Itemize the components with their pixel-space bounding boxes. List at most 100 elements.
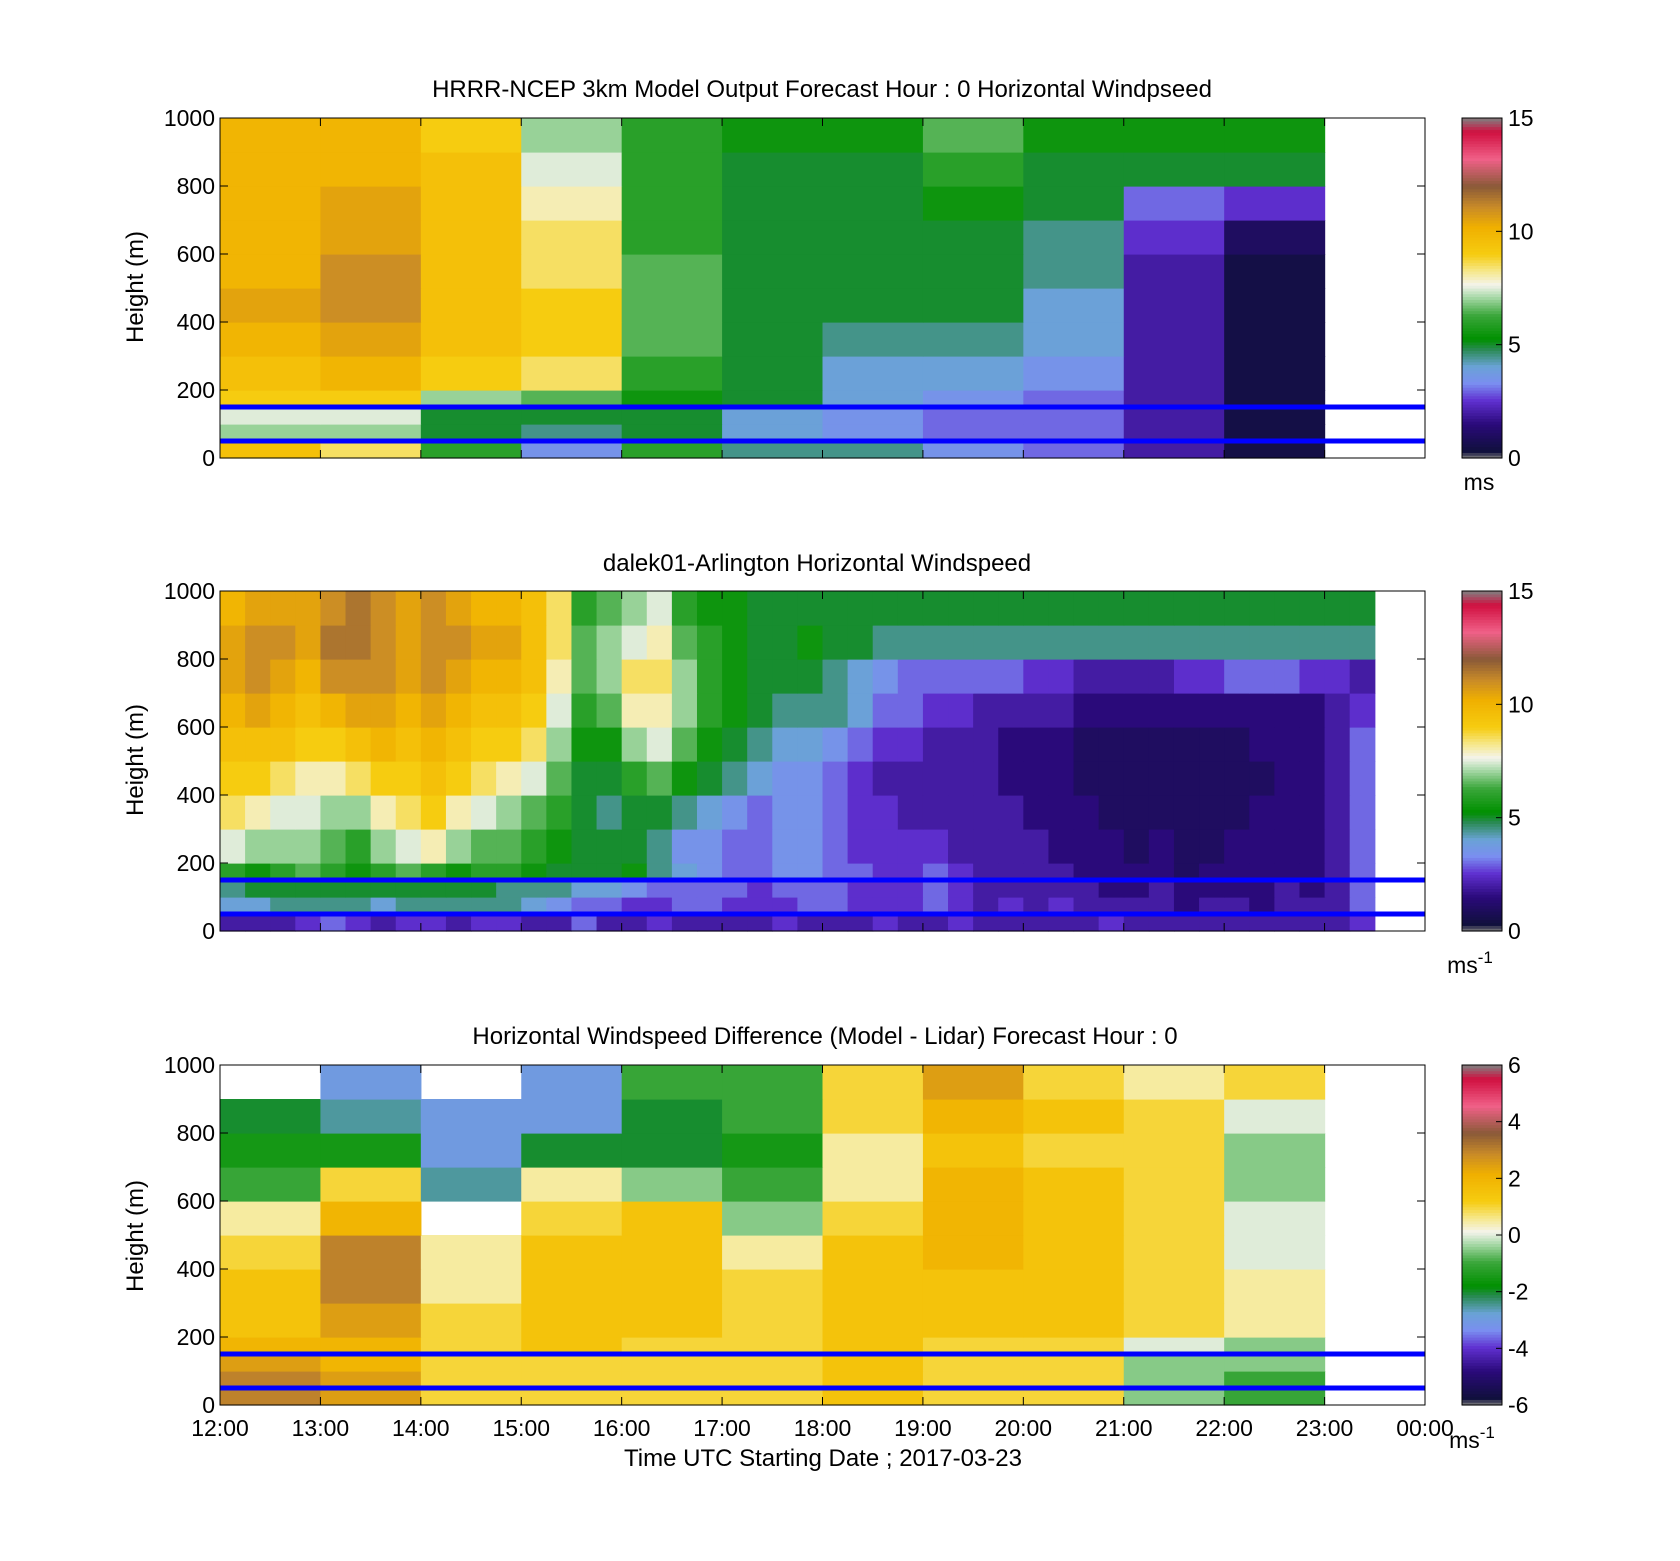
- colorbar-segment: [1462, 344, 1502, 349]
- heatmap-cell: [1224, 727, 1250, 762]
- heatmap-cell: [395, 897, 422, 915]
- colorbar-tick-label: 10: [1508, 218, 1534, 244]
- colorbar-segment: [1462, 1155, 1502, 1160]
- heatmap-cell: [270, 625, 296, 660]
- heatmap-cell: [496, 863, 522, 881]
- heatmap-cell: [420, 322, 522, 357]
- heatmap-cell: [245, 591, 271, 626]
- heatmap-cell: [420, 407, 522, 425]
- heatmap-cell: [998, 591, 1024, 626]
- colorbar-segment: [1462, 1362, 1502, 1366]
- heatmap-cell: [320, 390, 422, 408]
- heatmap-cell: [295, 863, 322, 881]
- heatmap-cell: [1123, 1371, 1225, 1389]
- heatmap-cell: [420, 220, 522, 255]
- heatmap-cell: [822, 761, 849, 796]
- colorbar-segment: [1462, 848, 1502, 853]
- heatmap-cell: [922, 322, 1024, 357]
- heatmap-cell: [1123, 424, 1225, 442]
- heatmap-cell: [320, 727, 347, 762]
- heatmap-cell: [245, 727, 271, 762]
- heatmap-cell: [220, 659, 246, 694]
- colorbar-segment: [1462, 1218, 1502, 1222]
- colorbar-segment: [1462, 1356, 1502, 1361]
- heatmap-cell: [445, 727, 472, 762]
- heatmap-cell: [722, 1099, 824, 1134]
- heatmap-cell: [1123, 322, 1225, 357]
- heatmap-cell: [1224, 1371, 1326, 1389]
- y-tick-label: 200: [177, 377, 215, 403]
- heatmap-cell: [922, 288, 1024, 323]
- colorbar-segment: [1462, 897, 1502, 901]
- heatmap-cell: [1324, 761, 1351, 796]
- heatmap-cell: [973, 659, 999, 694]
- heatmap-cell: [1023, 1388, 1125, 1406]
- heatmap-cell: [420, 186, 522, 221]
- heatmap-cell: [420, 1269, 522, 1304]
- colorbar-segment: [1462, 860, 1502, 864]
- x-tick-label: 17:00: [693, 1415, 751, 1441]
- colorbar-segment: [1462, 814, 1502, 819]
- heatmap-cell: [847, 693, 874, 728]
- heatmap-cell: [646, 727, 673, 762]
- heatmap-cell: [1023, 761, 1050, 796]
- heatmap-cell: [1123, 625, 1150, 660]
- colorbar-segment: [1462, 1184, 1502, 1188]
- heatmap-cell: [998, 727, 1024, 762]
- heatmap-cell: [1199, 761, 1225, 796]
- x-tick-label: 23:00: [1296, 1415, 1354, 1441]
- heatmap-cell: [420, 863, 447, 881]
- panel-difference-colorbar-unit: ms-1: [1449, 1423, 1495, 1453]
- colorbar-segment: [1462, 749, 1502, 754]
- heatmap-cell: [797, 761, 824, 796]
- heatmap-cell: [295, 880, 322, 898]
- heatmap-cell: [621, 1337, 723, 1355]
- heatmap-cell: [822, 1099, 924, 1134]
- colorbar-segment: [1462, 455, 1502, 459]
- heatmap-cell: [1023, 1133, 1125, 1168]
- heatmap-cell: [847, 761, 874, 796]
- colorbar-segment: [1462, 1393, 1502, 1398]
- heatmap-cell: [220, 897, 246, 915]
- heatmap-cell: [1123, 254, 1225, 289]
- colorbar-tick-label: 15: [1508, 578, 1534, 604]
- heatmap-cell: [1023, 1099, 1125, 1134]
- colorbar-segment: [1462, 1359, 1502, 1364]
- colorbar-segment: [1462, 721, 1502, 725]
- heatmap-cell: [922, 254, 1024, 289]
- heatmap-cell: [1224, 1133, 1326, 1168]
- colorbar-segment: [1462, 1127, 1502, 1131]
- heatmap-cell: [245, 659, 271, 694]
- heatmap-cell: [1023, 1065, 1125, 1100]
- colorbar-segment: [1462, 163, 1502, 167]
- heatmap-cell: [621, 441, 723, 459]
- colorbar-tick-label: 15: [1508, 105, 1534, 131]
- heatmap-cell: [696, 795, 723, 830]
- heatmap-cell: [897, 591, 924, 626]
- heatmap-cell: [1274, 863, 1301, 881]
- heatmap-cell: [847, 863, 874, 881]
- heatmap-cell: [270, 727, 296, 762]
- colorbar-segment: [1462, 1067, 1502, 1072]
- heatmap-cell: [220, 693, 246, 728]
- heatmap-cell: [621, 186, 723, 221]
- colorbar-segment: [1462, 424, 1502, 428]
- heatmap-cell: [922, 356, 1024, 391]
- y-tick-label: 600: [177, 241, 215, 267]
- heatmap-cell: [822, 254, 924, 289]
- colorbar-tick-label: 6: [1508, 1052, 1521, 1078]
- heatmap-cell: [420, 829, 447, 864]
- heatmap-cell: [420, 288, 522, 323]
- heatmap-cell: [621, 1303, 723, 1338]
- colorbar-segment: [1462, 183, 1502, 187]
- heatmap-cell: [496, 727, 522, 762]
- heatmap-cell: [621, 407, 723, 425]
- heatmap-cell: [420, 1133, 522, 1168]
- heatmap-cell: [973, 693, 999, 728]
- colorbar-segment: [1462, 1087, 1502, 1092]
- heatmap-cell: [922, 1337, 1024, 1355]
- heatmap-cell: [596, 659, 623, 694]
- colorbar-segment: [1462, 143, 1502, 147]
- colorbar-segment: [1462, 775, 1502, 779]
- colorbar-segment: [1462, 806, 1502, 810]
